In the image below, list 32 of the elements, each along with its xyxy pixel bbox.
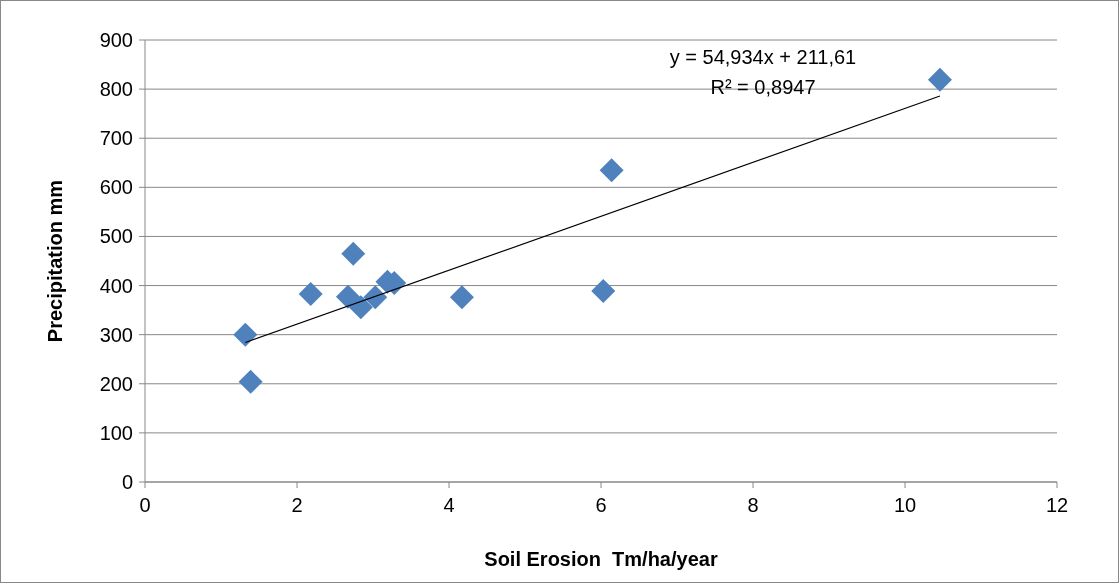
point <box>233 322 258 347</box>
y-tick-label: 0 <box>121 471 133 493</box>
x-axis-title: Soil Erosion Tm/ha/year <box>484 548 718 570</box>
y-tick-label: 300 <box>99 323 133 346</box>
point <box>591 278 616 303</box>
y-tick-label: 700 <box>99 127 133 150</box>
y-tick-label: 400 <box>99 274 133 297</box>
x-tick-label: 12 <box>1045 494 1069 516</box>
y-tick-label: 100 <box>99 421 133 444</box>
x-tick-label: 0 <box>139 494 151 516</box>
point <box>449 285 474 310</box>
x-tick-label: 8 <box>747 494 759 516</box>
point <box>341 241 366 266</box>
point <box>298 281 323 306</box>
y-tick-label: 200 <box>99 372 133 395</box>
x-tick-label: 4 <box>443 494 455 516</box>
point <box>348 295 373 320</box>
x-tick-label: 2 <box>291 494 303 516</box>
y-tick-label: 800 <box>99 78 133 101</box>
x-tick-label: 10 <box>893 494 917 516</box>
y-tick-label: 500 <box>99 225 133 248</box>
point <box>363 285 388 310</box>
annotation: R² = 0,8947 <box>710 76 816 98</box>
y-axis-title: Precipitation mm <box>44 179 66 343</box>
point <box>335 284 360 309</box>
point <box>238 369 263 394</box>
annotation: y = 54,934x + 211,61 <box>669 46 857 68</box>
point <box>927 67 952 92</box>
point <box>599 158 624 183</box>
y-tick-label: 900 <box>99 29 133 51</box>
y-tick-label: 600 <box>99 176 133 199</box>
x-tick-label: 6 <box>595 494 607 516</box>
